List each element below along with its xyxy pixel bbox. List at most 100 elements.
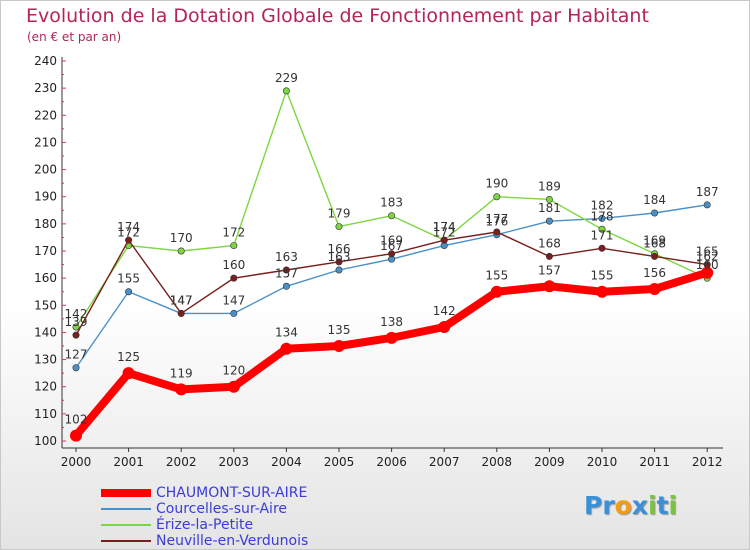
data-point [596,285,608,298]
data-point [438,321,451,333]
x-tick-label: 2000 [61,455,92,469]
data-label: 139 [65,315,88,329]
data-label: 142 [65,307,88,321]
data-point [230,274,238,282]
axes: 100 110 120 130 140 150 160 170 180 190 200 210 220 2… [34,54,723,469]
y-tick-label: 120 [34,380,57,394]
y-tick-label: 210 [34,135,57,149]
data-point [440,236,448,244]
data-point [651,209,659,217]
data-label: 181 [538,201,561,215]
legend-swatch [101,540,151,542]
data-label: 177 [485,212,508,226]
data-label: 170 [170,231,193,245]
data-label: 165 [696,245,719,259]
data-label: 156 [643,266,666,280]
proxiti-logo: Proxiti [584,491,677,520]
data-label: 168 [643,236,666,250]
data-point [175,383,188,396]
data-point [703,201,711,209]
data-label: 134 [275,326,298,340]
data-point [177,309,185,317]
chart-subtitle: (en € et par an) [27,30,122,44]
data-point [385,331,398,344]
legend-item: Érize-la-Petite [101,517,308,533]
data-label: 169 [643,234,666,248]
data-label: 172 [222,226,245,240]
data-label: 127 [65,348,88,362]
data-point [125,288,133,296]
legend-item: Neuville-en-Verdunois [101,533,308,549]
data-label: 102 [65,413,88,427]
logo-letter: P [584,491,603,520]
data-point [545,195,553,203]
data-label: 160 [696,258,719,272]
legend-label: Érize-la-Petite [156,517,254,533]
y-tick-label: 240 [34,54,57,68]
data-point [598,225,606,233]
logo-letter: i [648,491,657,520]
data-label: 166 [328,242,351,256]
data-label: 172 [117,226,140,240]
data-point [598,214,606,222]
data-point [388,212,396,220]
data-point [493,193,501,201]
data-label: 179 [328,207,351,221]
y-tick-label: 150 [34,298,57,312]
data-point [280,342,293,355]
data-point [335,223,343,231]
data-label: 189 [538,179,561,193]
data-label: 138 [380,315,403,329]
y-tick-label: 170 [34,244,57,258]
y-tick-label: 130 [34,353,57,367]
data-point [701,266,714,279]
legend: CHAUMONT-SUR-AIRE Courcelles-sur-Aire Ériz… [101,485,308,549]
legend-item: CHAUMONT-SUR-AIRE [101,485,308,501]
data-label: 135 [328,323,351,337]
data-label: 184 [643,193,666,207]
data-label: 160 [222,258,245,272]
data-label: 178 [591,209,614,223]
x-tick-label: 2003 [219,455,250,469]
data-label: 163 [275,250,298,264]
y-tick-label: 180 [34,217,57,231]
legend-label: Courcelles-sur-Aire [156,501,288,517]
x-tick-label: 2009 [534,455,565,469]
logo-letter: t [656,491,669,520]
data-point [72,331,80,339]
x-tick-label: 2007 [429,455,460,469]
data-point [177,247,185,255]
y-tick-label: 190 [34,190,57,204]
data-label: 147 [170,293,193,307]
data-point [125,236,133,244]
data-label: 168 [538,236,561,250]
data-label: 120 [222,364,245,378]
x-tick-label: 2004 [271,455,302,469]
logo-letter: o [614,491,632,520]
legend-label: Neuville-en-Verdunois [156,533,309,549]
data-point [72,364,80,372]
data-label: 155 [591,269,614,283]
data-point [282,282,290,290]
legend-swatch [101,524,151,526]
data-point [72,323,80,331]
data-label: 147 [170,293,193,307]
data-point [388,250,396,258]
data-label: 147 [222,293,245,307]
data-label: 174 [433,220,456,234]
chart-title: Evolution de la Dotation Globale de Fonc… [26,5,649,27]
data-point [122,367,135,380]
x-tick-label: 2005 [324,455,355,469]
data-point [648,283,661,295]
x-tick-label: 2011 [639,455,670,469]
data-label: 125 [117,350,140,364]
logo-letter: x [631,491,648,520]
legend-label: CHAUMONT-SUR-AIRE [156,485,308,501]
data-label: 182 [591,198,614,212]
data-label: 174 [433,220,456,234]
data-label: 229 [275,71,298,85]
data-label: 169 [380,234,403,248]
logo-letter: i [668,491,678,520]
y-tick-label: 200 [34,163,57,177]
